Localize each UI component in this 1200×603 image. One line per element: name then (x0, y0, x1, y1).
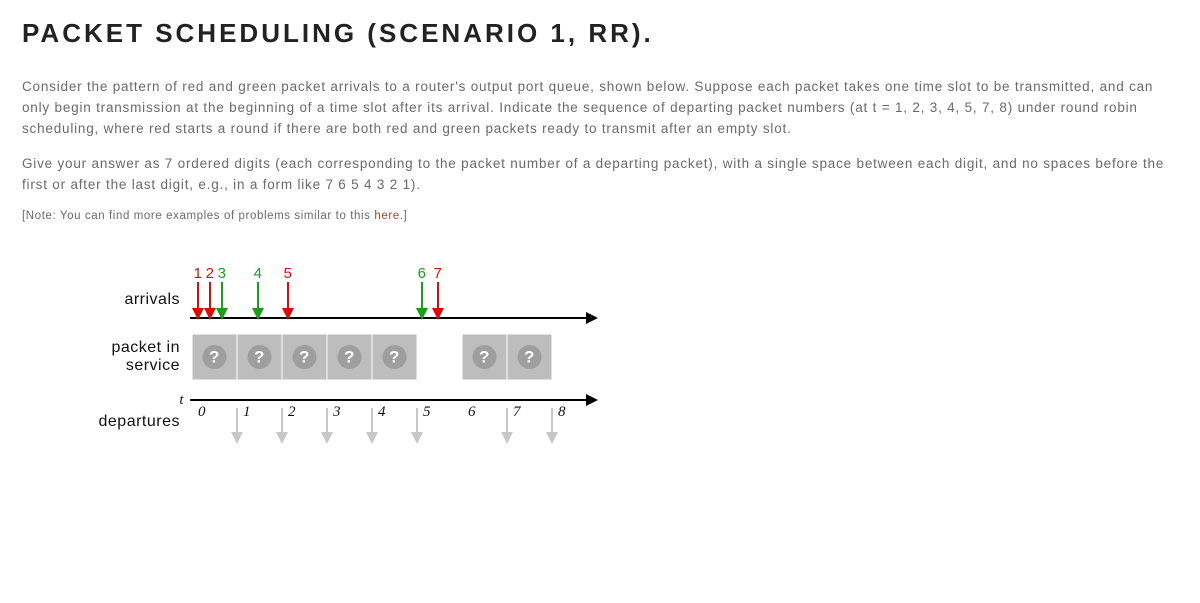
packet-in-label: packet in (111, 339, 180, 356)
arrival-number-5: 5 (284, 265, 293, 282)
tick-5: 5 (423, 404, 431, 420)
service-label: service (126, 357, 180, 374)
service-qmark-4: ? (389, 347, 400, 366)
note-prefix: [Note: You can find more examples of pro… (22, 210, 374, 222)
arrival-number-6: 6 (418, 265, 427, 282)
tick-4: 4 (378, 404, 386, 420)
arrival-number-2: 2 (206, 265, 215, 282)
service-qmark-2: ? (299, 347, 310, 366)
service-qmark-1: ? (254, 347, 265, 366)
tick-7: 7 (513, 404, 522, 420)
problem-paragraph-1: Consider the pattern of red and green pa… (22, 77, 1178, 140)
tick-6: 6 (468, 404, 476, 420)
scheduling-diagram: arrivals1234567packet inservice???????t0… (52, 248, 612, 478)
departures-label: departures (99, 413, 181, 430)
tick-1: 1 (243, 404, 251, 420)
tick-8: 8 (558, 404, 566, 420)
note-here-link[interactable]: here (374, 210, 399, 222)
arrival-number-1: 1 (194, 265, 203, 282)
service-qmark-7: ? (524, 347, 535, 366)
service-qmark-0: ? (209, 347, 220, 366)
t-label: t (179, 392, 184, 408)
service-qmark-3: ? (344, 347, 355, 366)
service-qmark-6: ? (479, 347, 490, 366)
page-title: PACKET SCHEDULING (SCENARIO 1, RR). (22, 18, 1178, 49)
problem-paragraph-2: Give your answer as 7 ordered digits (ea… (22, 154, 1178, 196)
note-line: [Note: You can find more examples of pro… (22, 210, 1178, 222)
arrival-number-4: 4 (254, 265, 263, 282)
tick-3: 3 (332, 404, 341, 420)
arrival-number-7: 7 (434, 265, 443, 282)
arrival-number-3: 3 (218, 265, 227, 282)
tick-0: 0 (198, 404, 206, 420)
tick-2: 2 (288, 404, 296, 420)
arrivals-label: arrivals (124, 291, 180, 308)
note-suffix: .] (400, 210, 408, 222)
